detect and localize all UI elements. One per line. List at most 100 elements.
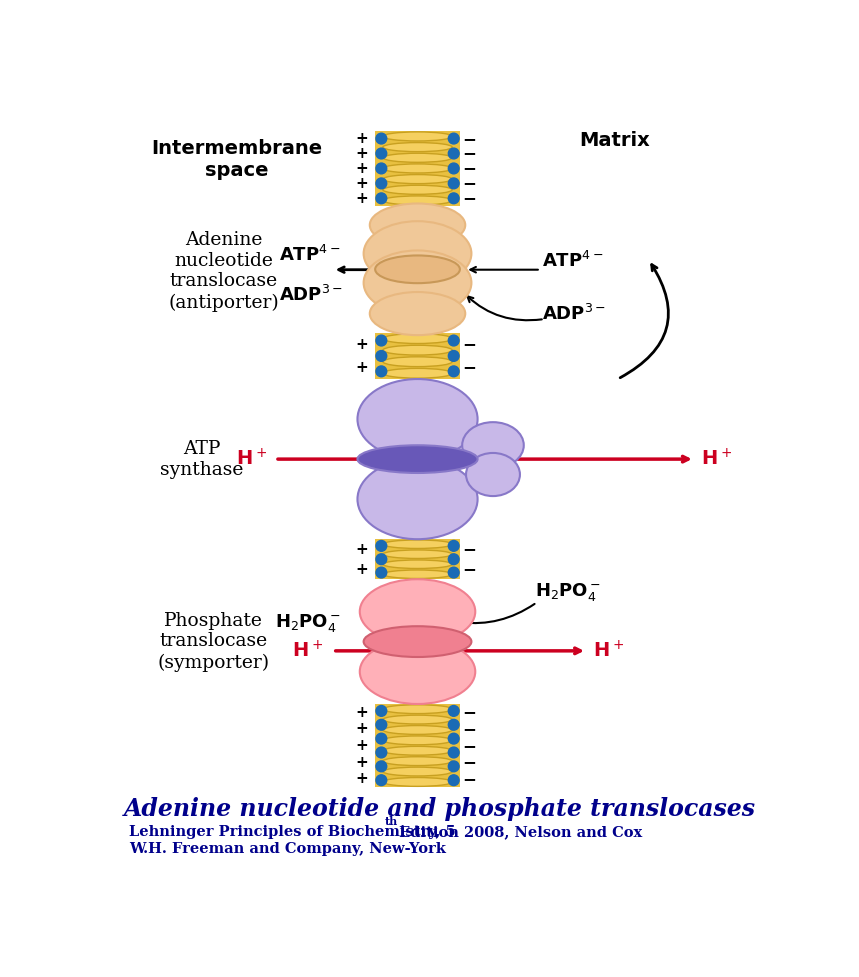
- Text: H$^+$: H$^+$: [593, 640, 624, 661]
- Text: −: −: [462, 174, 476, 192]
- Text: W.H. Freeman and Company, New-York: W.H. Freeman and Company, New-York: [129, 842, 446, 856]
- Text: −: −: [462, 770, 476, 787]
- Text: +: +: [355, 771, 368, 786]
- Circle shape: [448, 351, 459, 361]
- Ellipse shape: [383, 164, 452, 173]
- Ellipse shape: [383, 368, 452, 378]
- Text: +: +: [355, 562, 368, 576]
- Text: H$^+$: H$^+$: [701, 448, 732, 470]
- Ellipse shape: [383, 175, 452, 184]
- Ellipse shape: [383, 767, 452, 776]
- Ellipse shape: [357, 446, 478, 473]
- Ellipse shape: [357, 379, 478, 459]
- Circle shape: [376, 734, 387, 744]
- Text: +: +: [355, 738, 368, 753]
- Ellipse shape: [357, 459, 478, 539]
- Circle shape: [376, 747, 387, 758]
- Ellipse shape: [363, 221, 472, 286]
- Bar: [375, 333, 460, 379]
- Circle shape: [448, 705, 459, 716]
- Text: +: +: [355, 704, 368, 720]
- Circle shape: [448, 192, 459, 204]
- Ellipse shape: [383, 132, 452, 141]
- Circle shape: [376, 366, 387, 377]
- Text: −: −: [462, 540, 476, 558]
- Circle shape: [448, 366, 459, 377]
- Text: +: +: [355, 191, 368, 206]
- Circle shape: [448, 554, 459, 565]
- Text: +: +: [355, 754, 368, 770]
- Ellipse shape: [383, 540, 452, 548]
- Ellipse shape: [363, 250, 472, 316]
- Ellipse shape: [363, 626, 472, 657]
- Text: Edition 2008, Nelson and Cox: Edition 2008, Nelson and Cox: [394, 825, 643, 839]
- Circle shape: [376, 775, 387, 786]
- Ellipse shape: [383, 746, 452, 755]
- Text: +: +: [355, 176, 368, 191]
- Text: ADP$^{3-}$: ADP$^{3-}$: [542, 304, 606, 324]
- Circle shape: [448, 149, 459, 159]
- Circle shape: [448, 775, 459, 786]
- Text: Phosphate
translocase
(symporter): Phosphate translocase (symporter): [157, 612, 270, 671]
- Ellipse shape: [383, 357, 452, 366]
- Text: Lehninger Principles of Biochemistry, 5: Lehninger Principles of Biochemistry, 5: [129, 825, 455, 839]
- Circle shape: [376, 568, 387, 578]
- Text: H$^+$: H$^+$: [236, 448, 267, 470]
- Circle shape: [448, 734, 459, 744]
- Text: H$_2$PO$_4^-$: H$_2$PO$_4^-$: [275, 613, 341, 634]
- Text: −: −: [462, 560, 476, 578]
- Circle shape: [376, 554, 387, 565]
- Ellipse shape: [360, 579, 475, 644]
- Ellipse shape: [383, 550, 452, 559]
- Text: −: −: [462, 190, 476, 207]
- Circle shape: [448, 163, 459, 174]
- Ellipse shape: [383, 736, 452, 744]
- Circle shape: [448, 568, 459, 578]
- Ellipse shape: [383, 570, 452, 578]
- Text: ATP
synthase: ATP synthase: [161, 440, 244, 479]
- Ellipse shape: [369, 203, 466, 246]
- Text: Adenine
nucleotide
translocase
(antiporter): Adenine nucleotide translocase (antiport…: [168, 231, 279, 312]
- Ellipse shape: [383, 153, 452, 162]
- Ellipse shape: [383, 143, 452, 151]
- Text: −: −: [462, 159, 476, 178]
- Text: +: +: [355, 146, 368, 161]
- Ellipse shape: [383, 186, 452, 194]
- Ellipse shape: [383, 726, 452, 735]
- Circle shape: [448, 335, 459, 346]
- Text: Intermembrane
space: Intermembrane space: [151, 139, 322, 180]
- Text: ATP$^{4-}$: ATP$^{4-}$: [542, 250, 604, 271]
- Circle shape: [448, 133, 459, 144]
- Text: −: −: [462, 130, 476, 148]
- Bar: [375, 539, 460, 579]
- Text: −: −: [462, 720, 476, 738]
- Circle shape: [448, 719, 459, 730]
- Text: +: +: [355, 360, 368, 375]
- Text: −: −: [462, 359, 476, 376]
- Ellipse shape: [383, 196, 452, 205]
- Text: Matrix: Matrix: [579, 131, 650, 150]
- Text: +: +: [355, 541, 368, 557]
- Ellipse shape: [360, 639, 475, 704]
- Text: −: −: [462, 335, 476, 354]
- Circle shape: [376, 335, 387, 346]
- Text: −: −: [462, 703, 476, 721]
- Text: ATP$^{4-}$: ATP$^{4-}$: [279, 245, 340, 265]
- Ellipse shape: [462, 422, 524, 468]
- Ellipse shape: [383, 345, 452, 355]
- Circle shape: [376, 178, 387, 189]
- Circle shape: [448, 747, 459, 758]
- Circle shape: [376, 719, 387, 730]
- Circle shape: [376, 705, 387, 716]
- Circle shape: [376, 540, 387, 551]
- Ellipse shape: [383, 560, 452, 569]
- Circle shape: [376, 192, 387, 204]
- Circle shape: [376, 761, 387, 772]
- Ellipse shape: [383, 757, 452, 766]
- Ellipse shape: [383, 334, 452, 344]
- Circle shape: [448, 178, 459, 189]
- Text: H$^+$: H$^+$: [292, 640, 324, 661]
- Text: +: +: [355, 161, 368, 176]
- Text: −: −: [462, 145, 476, 162]
- Circle shape: [448, 540, 459, 551]
